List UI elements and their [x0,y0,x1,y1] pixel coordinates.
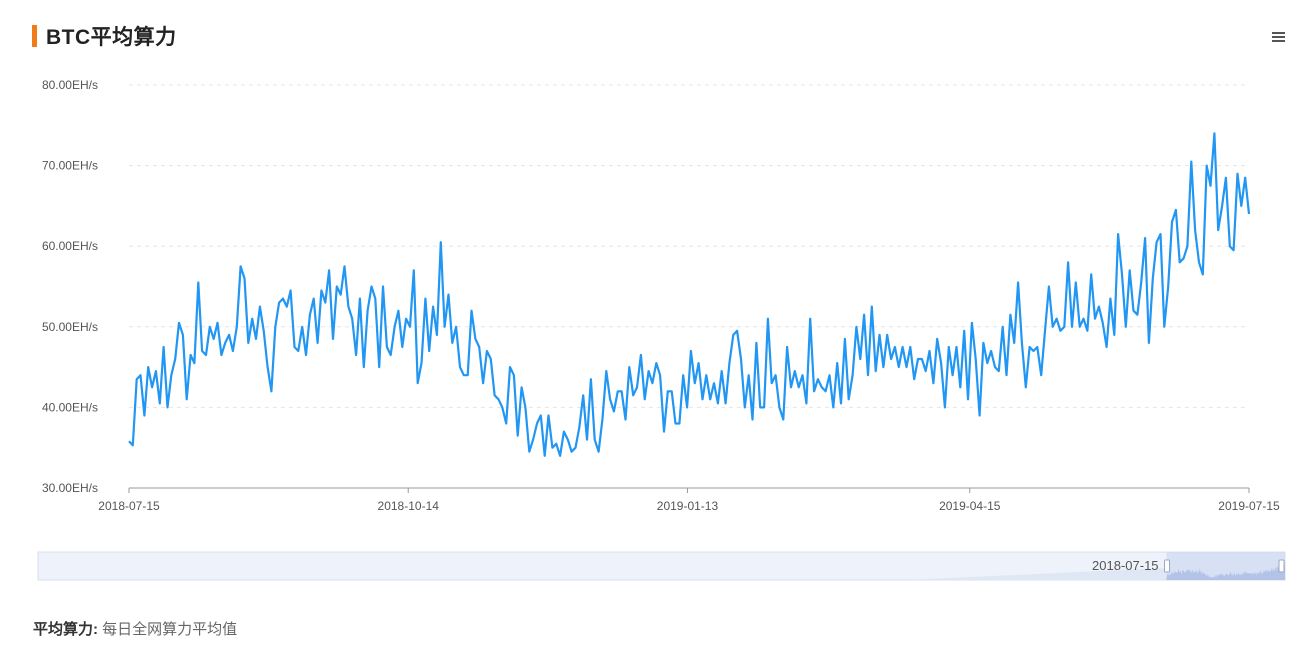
title-accent-bar [32,25,37,47]
footnote-text: 每日全网算力平均值 [102,621,238,638]
zoom-preview-area [1166,562,1285,580]
y-tick-label: 40.00EH/s [42,400,98,414]
x-tick-label: 2018-07-15 [98,499,160,513]
footnote: 平均算力: 每日全网算力平均值 [33,618,237,639]
x-tick-label: 2019-04-15 [939,499,1001,513]
hamburger-icon[interactable] [1271,30,1289,46]
y-tick-label: 70.00EH/s [42,159,98,173]
x-tick-label: 2019-07-15 [1218,499,1280,513]
zoom-start-label: 2018-07-15 [1092,558,1159,573]
y-tick-label: 80.00EH/s [42,78,98,92]
hashrate-line-chart: 30.00EH/s 40.00EH/s 50.00EH/s 60.00EH/s 70.0… [37,78,1286,581]
zoom-handle-start[interactable] [1164,559,1171,573]
chart-title: BTC平均算力 [46,26,177,49]
chart-header: BTC平均算力 [32,22,177,50]
y-tick-label: 60.00EH/s [42,239,98,253]
zoom-handle-end[interactable] [1278,559,1285,573]
data-zoom-slider[interactable]: 2018-07-15 [37,551,1286,581]
y-tick-label: 30.00EH/s [42,481,98,495]
x-tick-label: 2018-10-14 [378,499,440,513]
x-tick-label: 2019-01-13 [657,499,719,513]
hashrate-series-line [128,132,1251,457]
y-tick-label: 50.00EH/s [42,320,98,334]
zoom-preview-tail [906,568,1167,580]
footnote-label: 平均算力: [33,621,98,638]
